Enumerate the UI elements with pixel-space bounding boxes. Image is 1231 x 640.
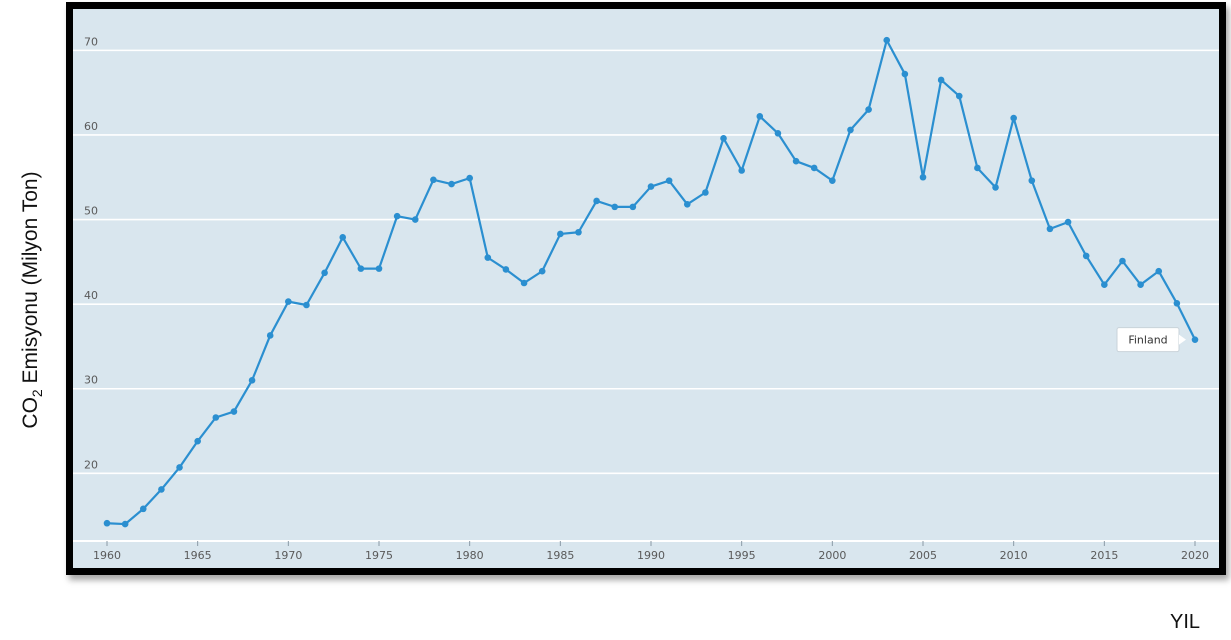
x-tick-label: 1995 xyxy=(728,549,756,562)
data-point xyxy=(1155,267,1163,275)
data-point xyxy=(448,180,455,188)
data-point xyxy=(520,279,528,287)
data-point xyxy=(321,269,328,277)
x-tick-label: 1980 xyxy=(456,549,484,562)
data-point xyxy=(1028,177,1036,184)
data-point xyxy=(1119,257,1126,265)
data-point xyxy=(1191,336,1199,343)
series-callout-pointer xyxy=(1179,334,1186,345)
x-axis-label: YIL xyxy=(1170,611,1201,633)
y-axis-label-prefix: CO xyxy=(18,397,42,429)
data-point xyxy=(248,376,256,384)
data-point xyxy=(901,70,909,78)
data-point xyxy=(1137,281,1144,288)
data-point xyxy=(611,203,619,211)
x-tick-label: 2020 xyxy=(1181,549,1209,562)
data-point xyxy=(484,254,492,261)
data-point xyxy=(339,234,347,241)
data-point xyxy=(375,265,383,272)
x-tick-label: 1965 xyxy=(184,549,212,562)
data-point xyxy=(266,332,274,339)
x-tick-label: 2005 xyxy=(909,549,937,562)
data-point xyxy=(738,167,745,174)
data-point xyxy=(847,126,854,134)
x-tick-label: 1975 xyxy=(365,549,393,562)
data-point xyxy=(992,184,999,191)
x-tick-label: 1960 xyxy=(93,549,121,562)
data-point xyxy=(430,176,437,184)
data-point xyxy=(466,174,473,182)
y-axis-label-rest: Emisyonu (Milyon Ton) xyxy=(18,171,42,390)
data-point xyxy=(974,164,981,172)
data-point xyxy=(557,230,564,238)
data-point xyxy=(194,437,201,445)
data-point xyxy=(502,266,510,273)
data-point xyxy=(303,301,310,309)
y-tick-label: 70 xyxy=(84,35,98,48)
y-tick-label: 60 xyxy=(84,120,98,133)
data-point xyxy=(720,135,727,142)
data-point xyxy=(1046,225,1054,233)
y-axis-label-subscript: 2 xyxy=(29,389,46,398)
data-point xyxy=(538,267,546,275)
y-tick-label: 40 xyxy=(84,289,98,302)
data-point xyxy=(158,486,165,493)
data-point xyxy=(121,520,129,528)
x-tick-label: 2015 xyxy=(1090,549,1118,562)
series-line xyxy=(106,39,1196,526)
x-tick-label: 1985 xyxy=(546,549,574,562)
x-tick-label: 2000 xyxy=(818,549,846,562)
x-tick-label: 2010 xyxy=(1000,549,1028,562)
data-point xyxy=(1010,114,1017,122)
y-axis-label-text: CO2 Emisyonu (Milyon Ton) xyxy=(19,171,45,428)
x-tick-label: 1970 xyxy=(274,549,302,562)
data-point xyxy=(865,106,872,113)
data-point xyxy=(702,189,709,196)
data-point xyxy=(176,464,183,471)
data-point xyxy=(756,113,764,120)
data-point xyxy=(665,177,673,184)
data-point xyxy=(829,177,836,184)
line-chart: 20 30 40 50 60 70 1960 1965 1970 1975 1980 1985 1990… xyxy=(73,35,1219,562)
data-point xyxy=(139,505,147,513)
data-point xyxy=(212,414,220,421)
data-point xyxy=(1173,300,1181,307)
data-point xyxy=(1064,218,1072,226)
data-point xyxy=(285,298,292,305)
data-point xyxy=(792,157,800,165)
data-point xyxy=(919,173,927,181)
data-point xyxy=(955,92,963,100)
chart-frame: 20 30 40 50 60 70 1960 1965 1970 1975 1980 1985 1990… xyxy=(66,2,1226,575)
data-point xyxy=(937,76,945,84)
data-point xyxy=(230,408,238,415)
series-label: Finland xyxy=(1128,334,1167,347)
data-point xyxy=(810,164,818,172)
data-point xyxy=(393,212,401,220)
data-point xyxy=(1101,281,1108,288)
data-point xyxy=(683,201,691,208)
y-tick-label: 30 xyxy=(84,374,98,387)
data-point xyxy=(411,216,419,223)
data-point xyxy=(357,265,365,272)
y-tick-label: 20 xyxy=(84,458,98,471)
data-point xyxy=(629,203,637,211)
data-point xyxy=(883,36,891,44)
data-point xyxy=(593,197,600,205)
data-point xyxy=(647,183,655,190)
data-point xyxy=(575,228,582,236)
x-tick-label: 1990 xyxy=(637,549,665,562)
data-point xyxy=(103,519,111,527)
data-point xyxy=(1082,252,1090,260)
data-point xyxy=(774,129,782,137)
y-tick-label: 50 xyxy=(84,205,98,218)
